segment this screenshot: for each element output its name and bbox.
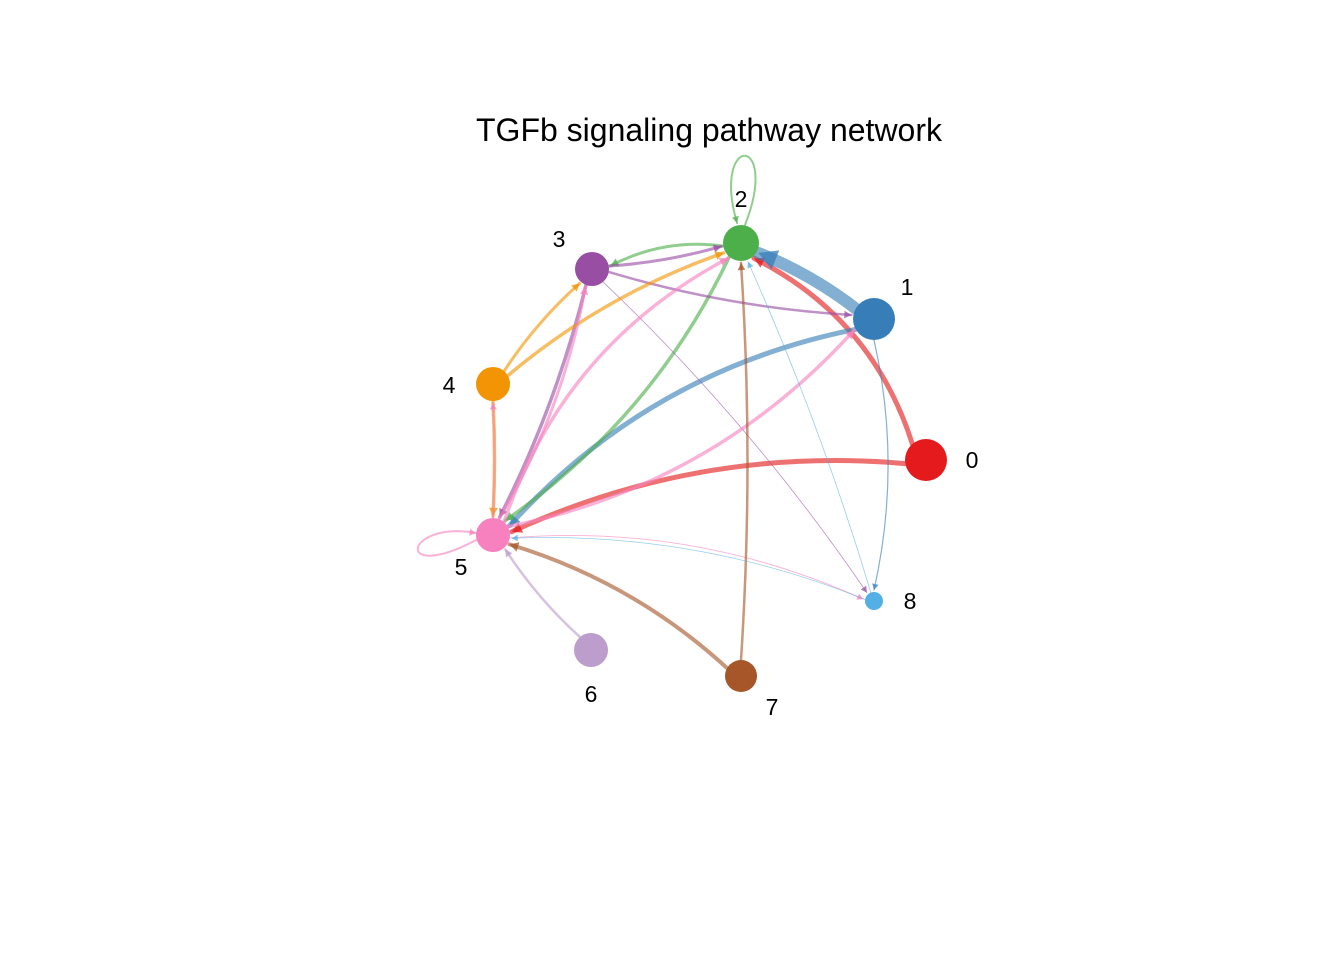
edge-line bbox=[507, 542, 730, 671]
edge-arrowhead bbox=[714, 251, 724, 260]
edge-arrowhead bbox=[747, 261, 754, 269]
node-1[interactable] bbox=[853, 298, 895, 340]
node-label-2: 2 bbox=[735, 186, 748, 212]
edge-line bbox=[609, 242, 725, 268]
edge-line bbox=[739, 261, 749, 662]
edge-line bbox=[497, 283, 588, 519]
edge-line bbox=[511, 537, 866, 600]
node-8[interactable] bbox=[865, 592, 883, 610]
edge-line bbox=[873, 339, 889, 591]
nodes-layer bbox=[476, 225, 947, 692]
edge-arrowhead bbox=[509, 542, 520, 552]
edge-line bbox=[503, 254, 732, 523]
edge-line bbox=[607, 270, 853, 317]
edge-line bbox=[509, 458, 908, 535]
node-5[interactable] bbox=[476, 518, 510, 552]
edge-arrowhead bbox=[737, 263, 746, 271]
node-label-0: 0 bbox=[966, 447, 979, 473]
node-3[interactable] bbox=[575, 252, 609, 286]
node-4[interactable] bbox=[476, 367, 510, 401]
node-label-6: 6 bbox=[585, 681, 598, 707]
edge-arrowhead bbox=[511, 534, 518, 542]
edge-1-to-5 bbox=[507, 326, 859, 529]
edge-line bbox=[506, 251, 726, 378]
edge-line bbox=[509, 534, 864, 600]
edge-arrowhead bbox=[505, 549, 513, 558]
edge-8-to-5 bbox=[511, 534, 866, 600]
edge-line bbox=[506, 328, 856, 529]
edge-2-to-3 bbox=[609, 242, 725, 268]
edge-line bbox=[730, 154, 757, 226]
edge-7-to-5 bbox=[507, 542, 730, 671]
edge-arrowhead bbox=[845, 330, 854, 340]
node-label-3: 3 bbox=[553, 226, 566, 252]
node-label-8: 8 bbox=[904, 588, 917, 614]
diagram-title: TGFb signaling pathway network bbox=[476, 112, 942, 148]
edge-line bbox=[602, 281, 868, 594]
edge-line bbox=[747, 261, 872, 593]
edge-arrowhead bbox=[860, 585, 867, 593]
edge-arrowhead bbox=[844, 310, 852, 319]
edge-line bbox=[416, 530, 479, 557]
edge-5-to-2 bbox=[502, 256, 730, 524]
edge-arrowhead bbox=[571, 283, 580, 292]
edge-arrowhead bbox=[712, 244, 722, 253]
edge-0-to-5 bbox=[509, 458, 908, 535]
edge-arrowhead bbox=[718, 258, 729, 267]
node-6[interactable] bbox=[574, 633, 608, 667]
edge-1-to-2 bbox=[752, 246, 862, 315]
edge-arrowhead bbox=[511, 522, 524, 533]
edge-5-to-1 bbox=[506, 328, 856, 529]
node-0[interactable] bbox=[905, 439, 947, 481]
edge-2-to-2 bbox=[730, 154, 757, 226]
node-label-1: 1 bbox=[901, 274, 914, 300]
edge-arrowhead bbox=[872, 583, 879, 590]
edge-5-to-8 bbox=[509, 534, 864, 600]
edge-line bbox=[502, 281, 582, 373]
edge-1-to-8 bbox=[872, 339, 889, 591]
edge-5-to-5 bbox=[416, 528, 479, 557]
edge-arrowhead bbox=[579, 286, 589, 296]
edge-3-to-8 bbox=[602, 281, 868, 594]
edge-arrowhead bbox=[489, 403, 497, 410]
node-2[interactable] bbox=[723, 225, 759, 261]
edge-4-to-2 bbox=[506, 251, 726, 378]
edges-layer bbox=[416, 154, 915, 671]
edge-3-to-1 bbox=[607, 270, 853, 319]
edge-line bbox=[507, 326, 859, 529]
edge-arrowhead bbox=[732, 215, 739, 223]
node-label-7: 7 bbox=[766, 694, 779, 720]
edge-arrowhead bbox=[469, 528, 476, 536]
edge-6-to-5 bbox=[504, 548, 582, 639]
edge-line bbox=[492, 402, 496, 519]
edge-line bbox=[504, 548, 582, 639]
labels-layer: 0 1 2 3 4 5 6 7 8 bbox=[443, 186, 979, 720]
edge-8-to-2 bbox=[747, 261, 872, 593]
edge-arrowhead bbox=[505, 512, 515, 521]
node-label-5: 5 bbox=[455, 554, 468, 580]
edge-4-to-3 bbox=[502, 281, 582, 373]
node-7[interactable] bbox=[725, 660, 757, 692]
edge-2-to-5 bbox=[503, 254, 732, 523]
edge-5-to-3 bbox=[497, 285, 589, 521]
edge-arrowhead bbox=[758, 250, 780, 270]
edge-line bbox=[607, 244, 723, 268]
edge-line bbox=[497, 285, 587, 521]
edge-5-to-4 bbox=[489, 402, 497, 519]
edge-7-to-2 bbox=[737, 261, 749, 662]
edge-line bbox=[502, 256, 730, 524]
edge-3-to-2 bbox=[607, 244, 723, 268]
node-label-4: 4 bbox=[443, 372, 456, 398]
